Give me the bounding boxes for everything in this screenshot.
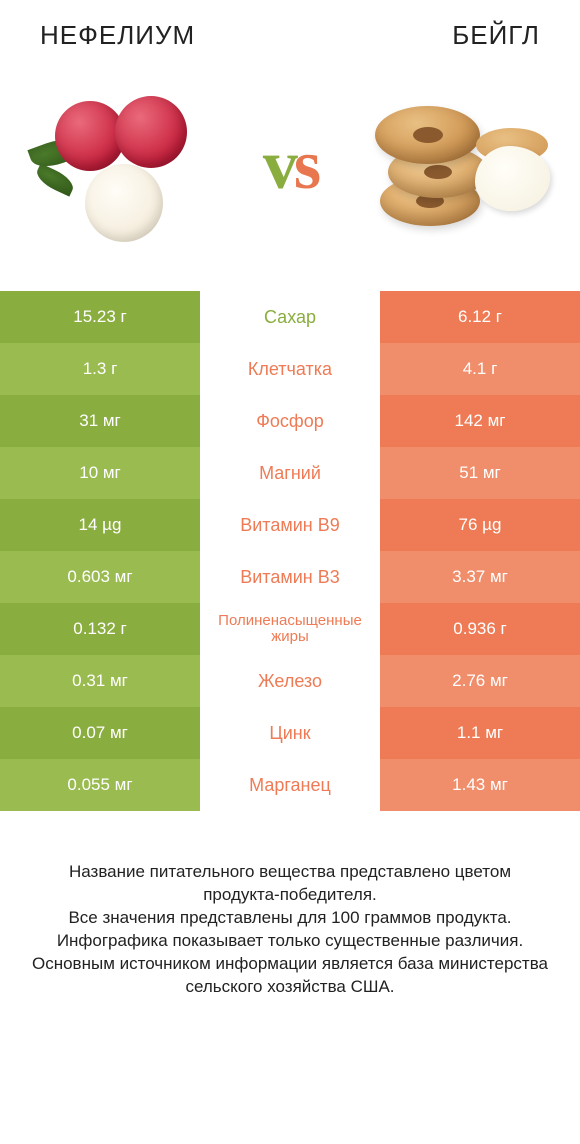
right-value-cell: 51 мг [380,447,580,499]
nutrient-label: Витамин B3 [200,551,380,603]
left-value-cell: 1.3 г [0,343,200,395]
left-value-cell: 0.132 г [0,603,200,655]
right-value-cell: 4.1 г [380,343,580,395]
right-product-image [370,86,550,246]
right-product-title: БЕЙГЛ [452,20,540,51]
right-value-cell: 1.1 мг [380,707,580,759]
left-value-cell: 0.31 мг [0,655,200,707]
infographic-container: НЕФЕЛИУМ БЕЙГЛ vs 15.23 гСаха [0,0,580,1144]
nutrient-table: 15.23 гСахар6.12 г1.3 гКлетчатка4.1 г31 … [0,291,580,811]
left-value-cell: 10 мг [0,447,200,499]
table-row: 0.055 мгМарганец1.43 мг [0,759,580,811]
nutrient-label: Марганец [200,759,380,811]
left-value-cell: 0.07 мг [0,707,200,759]
table-row: 0.31 мгЖелезо2.76 мг [0,655,580,707]
nutrient-label: Магний [200,447,380,499]
titles-row: НЕФЕЛИУМ БЕЙГЛ [0,0,580,61]
table-row: 31 мгФосфор142 мг [0,395,580,447]
bagel-icon [370,86,550,246]
nutrient-label: Полиненасыщенные жиры [200,603,380,655]
nutrient-label: Цинк [200,707,380,759]
footer-line: Название питательного вещества представл… [30,861,550,907]
footer-line: Основным источником информации является … [30,953,550,999]
right-value-cell: 142 мг [380,395,580,447]
left-product-title: НЕФЕЛИУМ [40,20,195,51]
left-value-cell: 31 мг [0,395,200,447]
table-row: 15.23 гСахар6.12 г [0,291,580,343]
right-value-cell: 2.76 мг [380,655,580,707]
nutrient-label: Витамин B9 [200,499,380,551]
right-value-cell: 76 µg [380,499,580,551]
right-value-cell: 0.936 г [380,603,580,655]
left-value-cell: 0.055 мг [0,759,200,811]
nutrient-label: Сахар [200,291,380,343]
footer-text: Название питательного вещества представл… [0,811,580,1019]
right-value-cell: 1.43 мг [380,759,580,811]
left-value-cell: 15.23 г [0,291,200,343]
left-value-cell: 14 µg [0,499,200,551]
table-row: 10 мгМагний51 мг [0,447,580,499]
table-row: 0.07 мгЦинк1.1 мг [0,707,580,759]
table-row: 14 µgВитамин B976 µg [0,499,580,551]
left-product-image [30,86,210,246]
footer-line: Все значения представлены для 100 граммо… [30,907,550,930]
vs-label: vs [263,126,317,206]
table-row: 1.3 гКлетчатка4.1 г [0,343,580,395]
lychee-icon [30,86,210,246]
table-row: 0.132 гПолиненасыщенные жиры0.936 г [0,603,580,655]
table-row: 0.603 мгВитамин B33.37 мг [0,551,580,603]
right-value-cell: 6.12 г [380,291,580,343]
nutrient-label: Клетчатка [200,343,380,395]
footer-line: Инфографика показывает только существенн… [30,930,550,953]
left-value-cell: 0.603 мг [0,551,200,603]
right-value-cell: 3.37 мг [380,551,580,603]
nutrient-label: Фосфор [200,395,380,447]
nutrient-label: Железо [200,655,380,707]
hero-row: vs [0,61,580,291]
